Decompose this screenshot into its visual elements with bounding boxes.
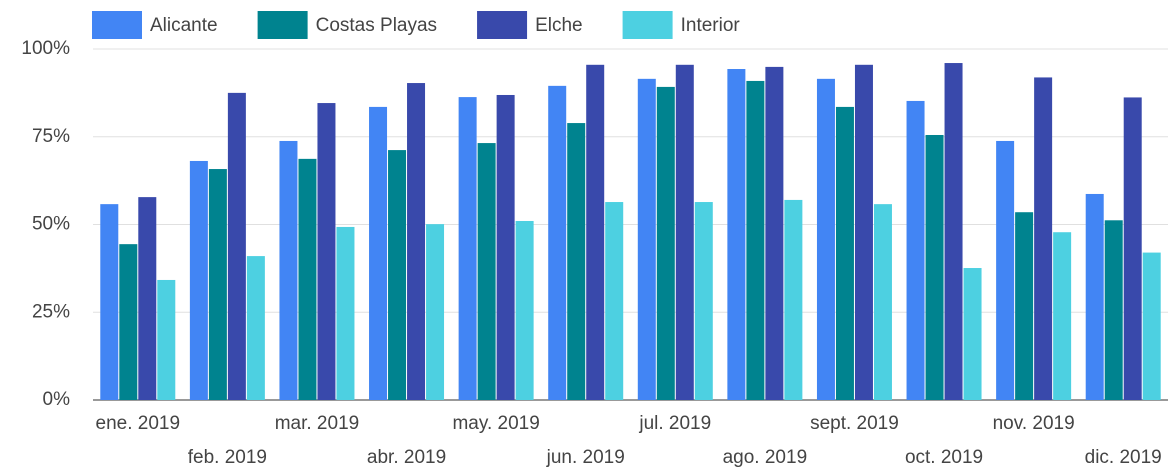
bar xyxy=(279,140,298,400)
bar xyxy=(1034,77,1053,400)
bar xyxy=(458,97,477,400)
bar xyxy=(694,202,713,400)
bar xyxy=(426,224,445,400)
legend-label: Elche xyxy=(535,15,583,36)
bar xyxy=(157,279,176,400)
bar xyxy=(496,94,515,400)
x-tick-label: ene. 2019 xyxy=(96,413,181,434)
bar xyxy=(854,64,873,401)
x-tick-label: sept. 2019 xyxy=(810,413,899,434)
bar xyxy=(548,85,567,400)
x-tick-label: abr. 2019 xyxy=(367,447,446,468)
x-tick-label: ago. 2019 xyxy=(723,447,808,468)
bar xyxy=(298,158,317,400)
bar xyxy=(944,63,963,400)
bar xyxy=(765,66,784,400)
bar xyxy=(208,169,227,400)
bar xyxy=(227,92,246,400)
bar xyxy=(189,160,208,400)
bar xyxy=(605,202,624,400)
bar xyxy=(906,100,925,400)
bar xyxy=(784,199,803,400)
x-tick-label: jun. 2019 xyxy=(546,447,625,468)
bar xyxy=(100,204,119,400)
y-tick-label: 25% xyxy=(32,301,70,322)
x-tick-label: jul. 2019 xyxy=(638,413,711,434)
bar xyxy=(675,64,694,401)
x-tick-label: may. 2019 xyxy=(452,413,539,434)
legend-swatch xyxy=(257,11,308,39)
bar xyxy=(1123,97,1142,401)
bar xyxy=(336,226,355,400)
bar xyxy=(567,123,586,400)
bar xyxy=(317,103,336,400)
y-tick-label: 100% xyxy=(21,38,70,59)
bar xyxy=(1142,252,1161,400)
bar xyxy=(586,64,605,401)
x-tick-label: nov. 2019 xyxy=(993,413,1075,434)
bar xyxy=(369,106,388,400)
bar xyxy=(637,78,656,401)
legend-swatch xyxy=(622,11,673,39)
bar xyxy=(963,268,982,400)
legend-label: Alicante xyxy=(150,15,218,36)
x-tick-label: feb. 2019 xyxy=(188,447,267,468)
bar xyxy=(727,69,746,400)
x-tick-label: mar. 2019 xyxy=(275,413,360,434)
bar xyxy=(1085,193,1104,400)
bar xyxy=(138,197,157,400)
legend-label: Costas Playas xyxy=(316,15,437,36)
bar xyxy=(1104,220,1123,400)
legend-label: Interior xyxy=(681,15,741,36)
bar xyxy=(925,134,944,400)
legend-swatch xyxy=(477,11,528,39)
bar xyxy=(873,204,892,400)
y-tick-label: 75% xyxy=(32,126,70,147)
bar xyxy=(515,220,534,400)
bar xyxy=(246,256,265,400)
bar xyxy=(119,244,138,400)
bar xyxy=(1053,232,1072,400)
legend-swatch xyxy=(92,11,142,39)
bar xyxy=(388,150,407,400)
y-tick-label: 50% xyxy=(32,214,70,235)
x-tick-label: dic. 2019 xyxy=(1085,447,1162,468)
bar xyxy=(816,78,835,401)
y-tick-label: 0% xyxy=(43,389,71,410)
bar xyxy=(1015,212,1034,400)
bar xyxy=(407,83,426,400)
x-tick-label: oct. 2019 xyxy=(905,447,983,468)
bar xyxy=(835,106,854,400)
bar xyxy=(477,143,496,400)
bar xyxy=(996,140,1015,400)
bar xyxy=(656,86,675,401)
bar xyxy=(746,80,765,400)
